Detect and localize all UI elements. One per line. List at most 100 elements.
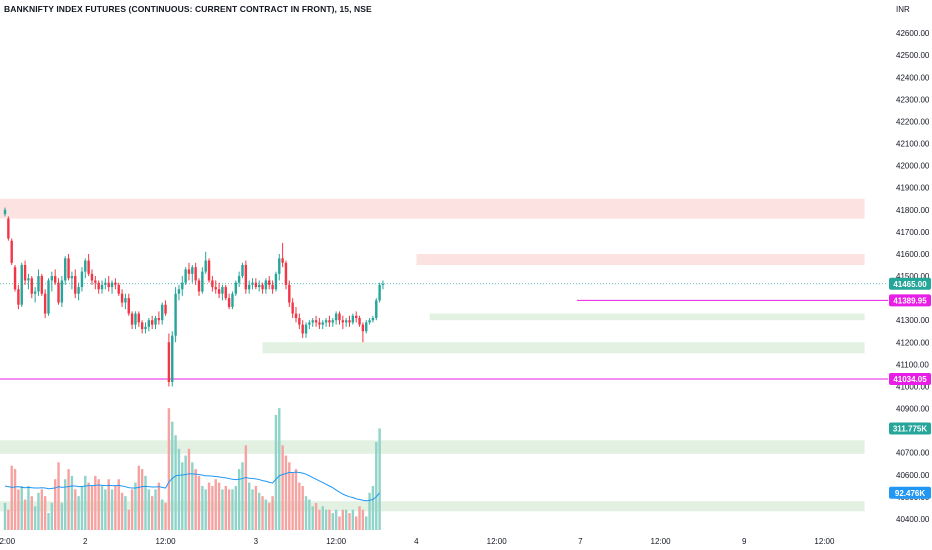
y-tick-label: 41700.00	[896, 228, 930, 237]
volume-bar	[281, 445, 284, 530]
candle	[247, 280, 251, 294]
candle-body	[97, 282, 100, 290]
candle-body	[284, 262, 288, 285]
volume-bar	[147, 489, 151, 530]
volume-bar	[77, 496, 80, 530]
candle-body	[348, 320, 351, 323]
candle-body	[207, 260, 211, 281]
candle-body	[144, 326, 147, 330]
candle	[268, 276, 271, 290]
candle-body	[268, 280, 271, 285]
candle-body	[301, 324, 304, 334]
volume-bar	[237, 469, 241, 530]
volume-bar	[164, 502, 167, 530]
volume-bar	[40, 489, 44, 530]
candle-body	[23, 265, 27, 281]
candle	[361, 322, 365, 343]
last-price-label-bg	[889, 277, 931, 290]
candle	[164, 300, 167, 316]
candle-body	[304, 324, 308, 334]
candle	[308, 320, 311, 330]
candle	[227, 293, 231, 310]
candle	[174, 287, 177, 343]
candle-body	[324, 320, 328, 323]
volume-bar	[338, 516, 341, 530]
volume-bar	[134, 482, 137, 530]
candle-body	[77, 287, 80, 294]
volume-bar	[318, 509, 321, 530]
volume-bar	[90, 486, 94, 530]
volume-bar	[264, 499, 268, 530]
candle	[207, 258, 211, 283]
x-tick-label: 2	[83, 537, 88, 546]
volume-bar	[177, 448, 181, 530]
candle-body	[114, 282, 117, 285]
supply-zone	[416, 253, 865, 265]
x-tick-label: 12:00	[814, 537, 835, 546]
x-tick-label: 12:00	[487, 537, 508, 546]
volume-bar	[328, 509, 331, 530]
candle	[334, 311, 338, 325]
candle-body	[74, 276, 77, 294]
candle-body	[7, 218, 10, 239]
volume-bar	[60, 502, 64, 530]
candle-body	[227, 298, 231, 307]
candle-body	[194, 267, 197, 281]
y-tick-label: 41100.00	[896, 360, 929, 369]
volume-bar	[197, 475, 201, 530]
volume-bar	[298, 482, 301, 530]
candle	[40, 273, 44, 296]
candle-body	[278, 258, 281, 274]
candle	[264, 278, 268, 294]
candle-body	[254, 282, 258, 288]
candle-body	[361, 324, 365, 332]
candle-body	[33, 291, 37, 294]
candle-body	[167, 342, 171, 383]
volume-bar	[375, 442, 378, 530]
volume-bar	[150, 496, 154, 530]
candle-body	[318, 322, 321, 325]
volume-bar	[157, 482, 161, 530]
candle	[221, 284, 224, 301]
demand-zone	[429, 313, 865, 321]
volume-bar	[358, 506, 361, 530]
volume-value-label: 311.775K	[893, 424, 927, 433]
candle	[150, 315, 154, 330]
candle	[241, 262, 244, 279]
candle	[304, 322, 308, 338]
candle-body	[107, 282, 110, 288]
axes-layer: 40400.0040500.0040600.0040700.0040800.00…	[0, 29, 931, 546]
volume-bar	[130, 489, 134, 530]
candle-body	[258, 284, 261, 288]
volume-bar	[254, 486, 258, 530]
volume-bar	[30, 496, 33, 530]
candle	[114, 278, 117, 290]
volume-bar	[120, 492, 124, 530]
candle-body	[70, 276, 74, 279]
candle	[161, 302, 164, 325]
volume-bar	[304, 496, 308, 530]
candle	[177, 284, 181, 301]
candle	[381, 280, 385, 290]
last-price-label: 41465.00	[893, 280, 927, 289]
volume-bar	[191, 462, 194, 530]
candle-body	[234, 282, 238, 294]
candle	[354, 311, 358, 323]
candle	[33, 287, 37, 303]
volume-bar	[247, 482, 251, 530]
candle	[130, 311, 134, 330]
y-tick-label: 41600.00	[896, 250, 930, 259]
candle-body	[328, 320, 331, 323]
volume-bar	[70, 475, 74, 530]
volume-bar	[140, 469, 144, 530]
volume-bar	[301, 486, 304, 530]
volume-bar	[231, 489, 234, 530]
candle-body	[341, 320, 345, 323]
volume-bar	[341, 509, 345, 530]
candle	[324, 318, 328, 327]
candle-body	[197, 280, 201, 292]
candle	[344, 318, 348, 327]
y-tick-label: 40900.00	[896, 405, 930, 414]
candle-body	[308, 322, 311, 325]
